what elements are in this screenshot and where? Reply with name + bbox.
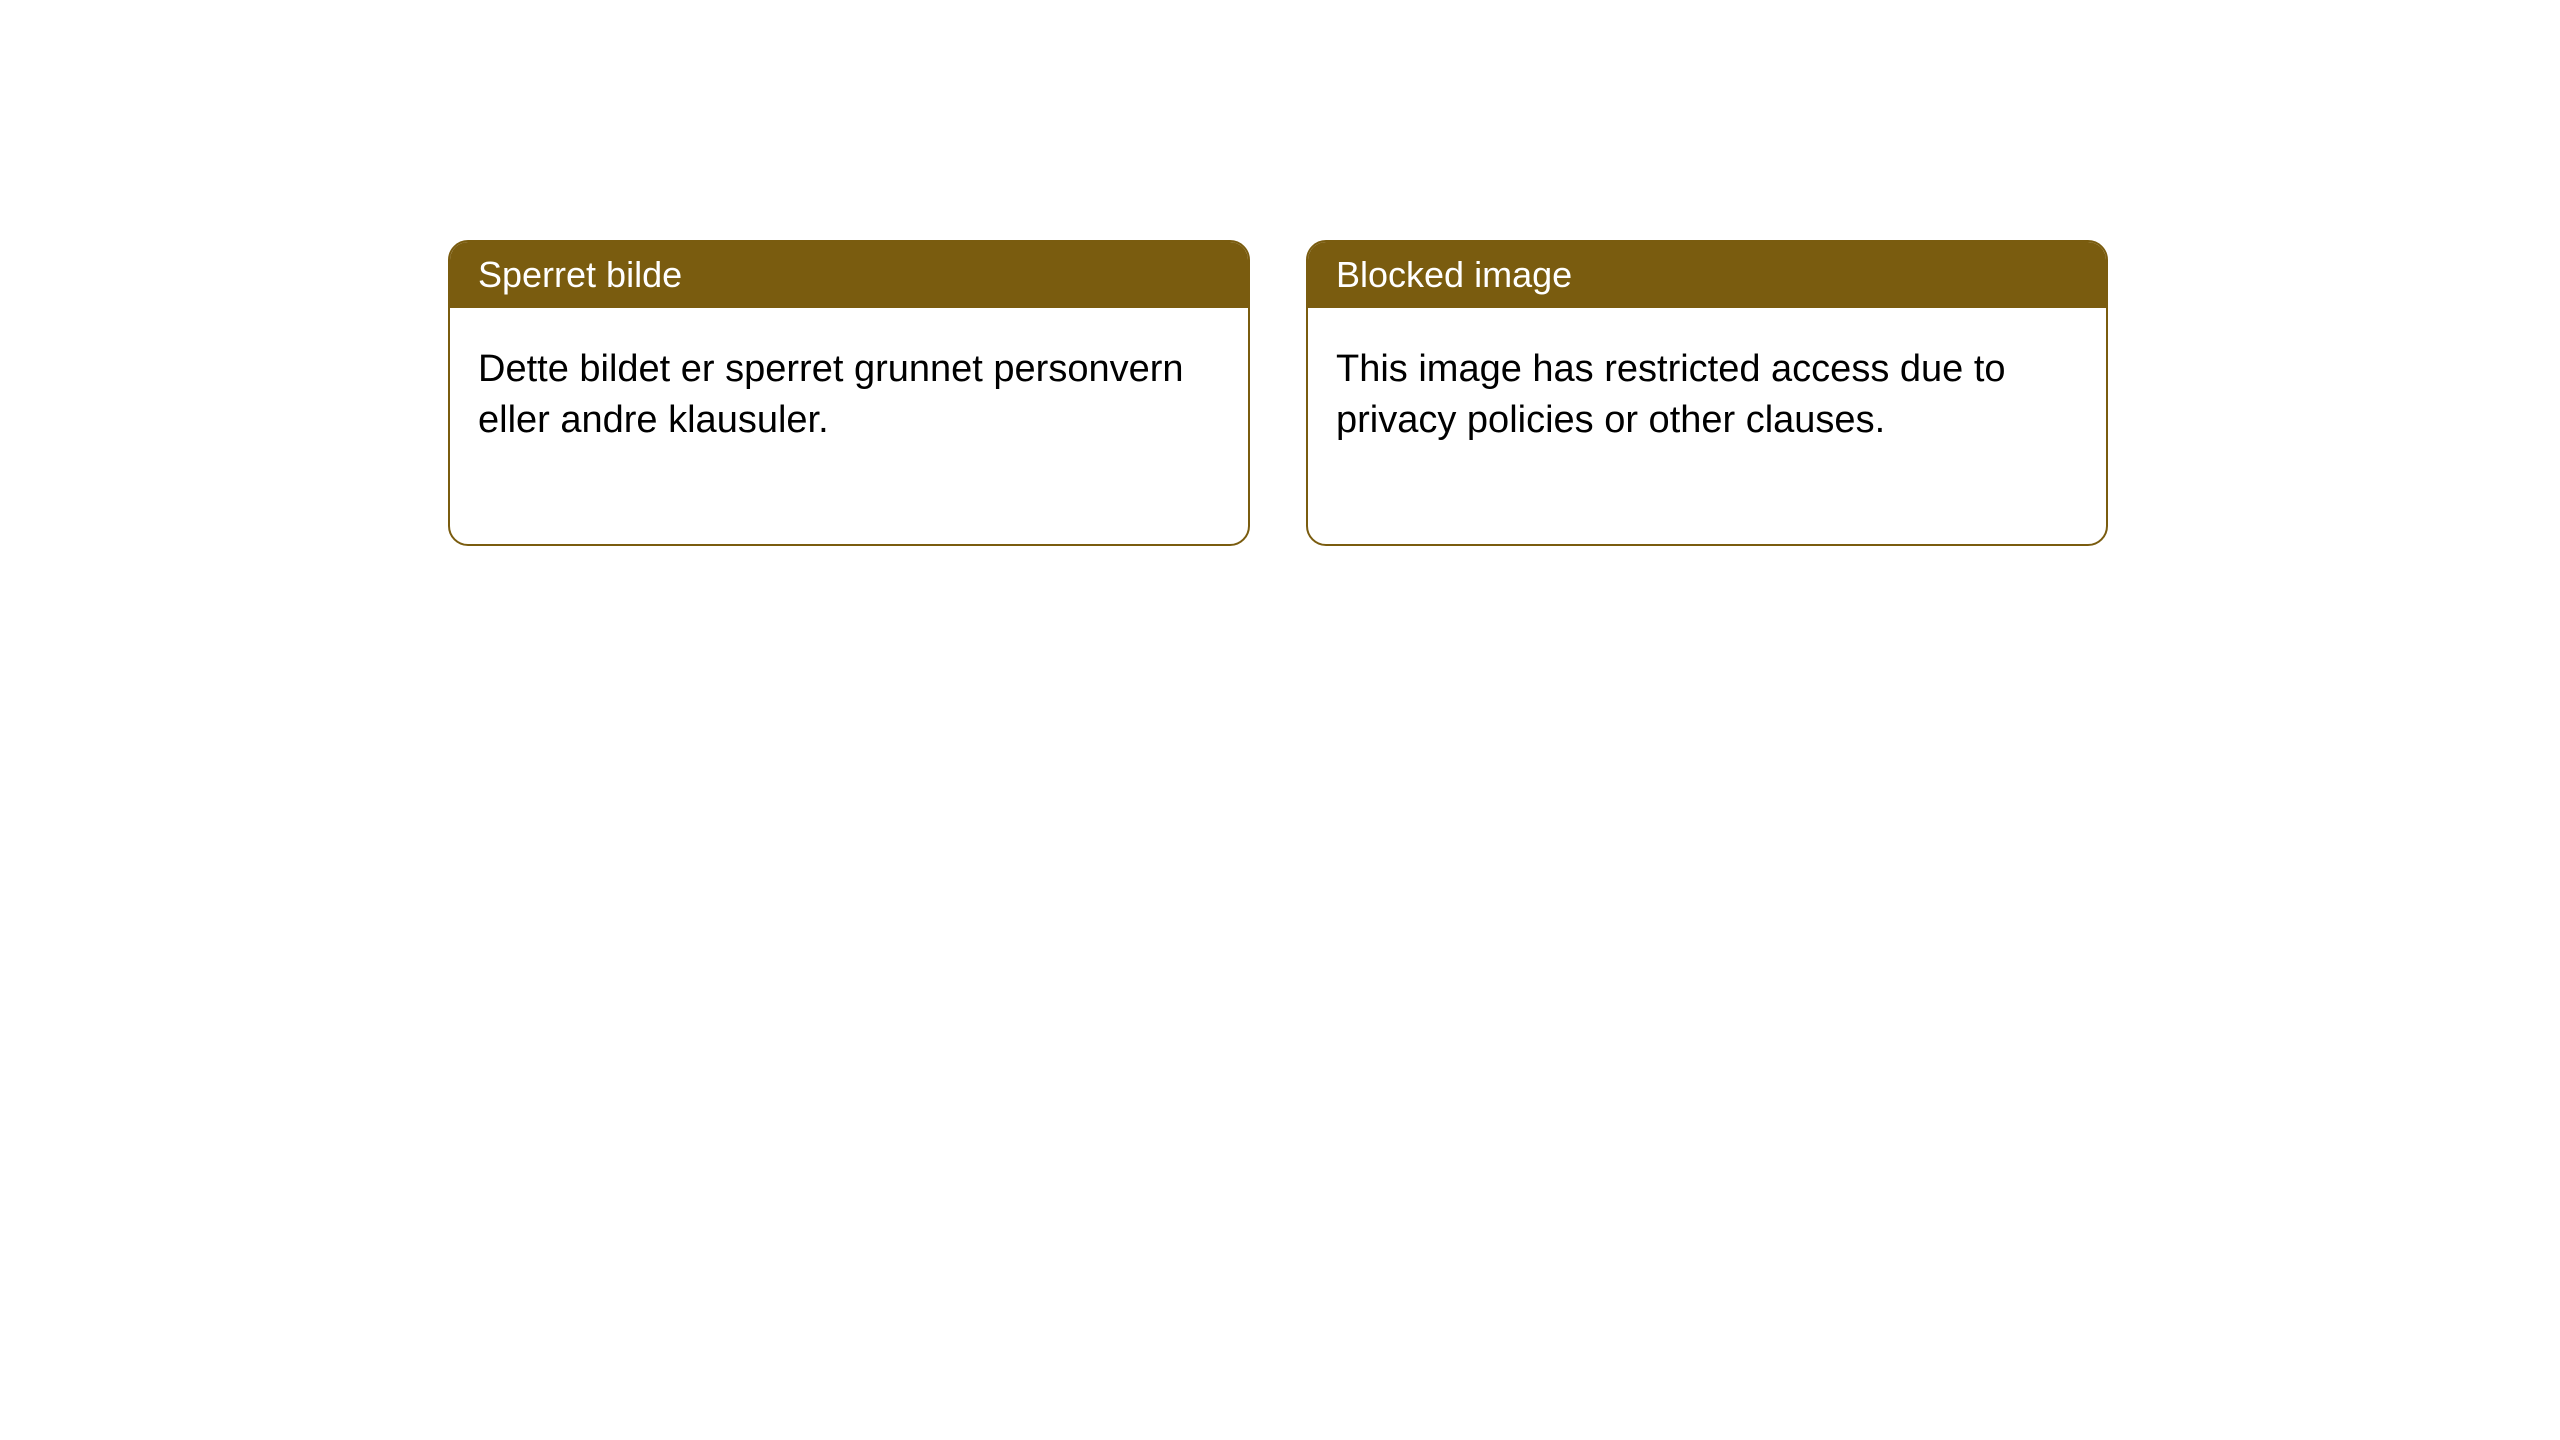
notice-card-body: Dette bildet er sperret grunnet personve…	[450, 308, 1248, 544]
notice-card-norwegian: Sperret bilde Dette bildet er sperret gr…	[448, 240, 1250, 546]
notice-card-title: Sperret bilde	[450, 242, 1248, 308]
notice-card-english: Blocked image This image has restricted …	[1306, 240, 2108, 546]
notice-card-body: This image has restricted access due to …	[1308, 308, 2106, 544]
notice-cards-container: Sperret bilde Dette bildet er sperret gr…	[448, 240, 2108, 546]
notice-card-title: Blocked image	[1308, 242, 2106, 308]
